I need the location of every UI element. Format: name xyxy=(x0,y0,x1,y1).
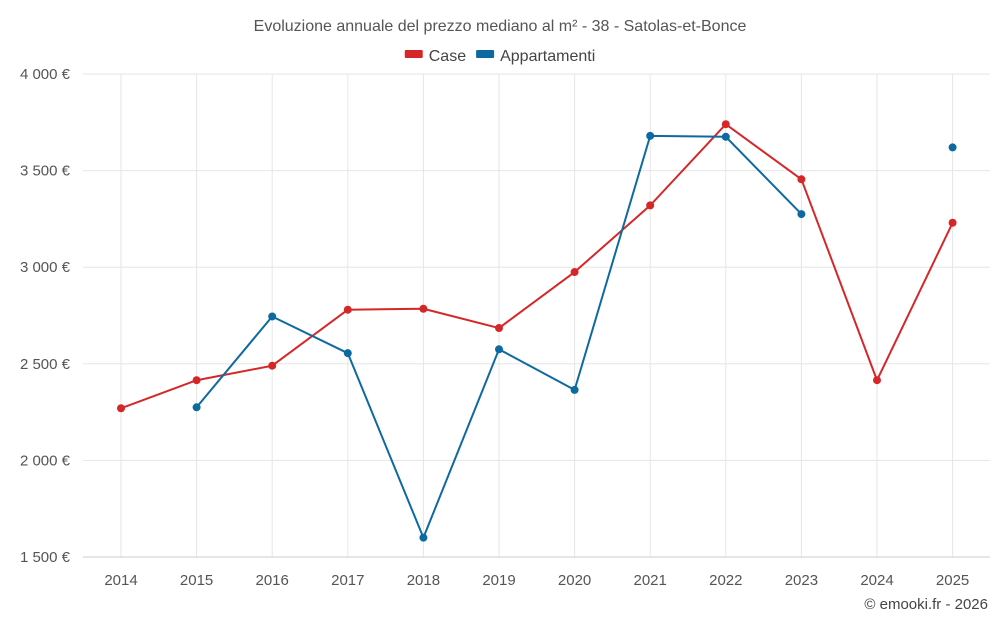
y-tick-label: 3 500 € xyxy=(20,163,71,180)
data-point[interactable] xyxy=(570,385,579,394)
credit-text: © emooki.fr - 2026 xyxy=(864,596,988,613)
x-tick-label: 2024 xyxy=(860,572,893,589)
data-point[interactable] xyxy=(570,268,579,277)
data-point[interactable] xyxy=(117,404,125,413)
data-point[interactable] xyxy=(948,143,957,152)
legend-item-case[interactable]: Case xyxy=(404,48,466,65)
x-tick-label: 2022 xyxy=(709,572,742,589)
data-point[interactable] xyxy=(419,533,428,542)
series-appartamenti xyxy=(192,131,957,542)
legend: Case Appartamenti xyxy=(404,48,595,65)
x-tick-label: 2020 xyxy=(558,572,591,589)
data-point[interactable] xyxy=(873,376,881,385)
data-point[interactable] xyxy=(419,304,428,313)
data-point[interactable] xyxy=(797,175,806,184)
legend-swatch xyxy=(476,50,495,58)
x-tick-label: 2017 xyxy=(331,572,364,589)
x-tick-label: 2023 xyxy=(785,572,818,589)
x-tick-label: 2021 xyxy=(634,572,667,589)
y-tick-label: 2 500 € xyxy=(20,356,71,373)
x-tick-label: 2015 xyxy=(180,572,213,589)
data-point[interactable] xyxy=(948,218,957,227)
x-tick-label: 2019 xyxy=(482,572,515,589)
data-point[interactable] xyxy=(192,403,201,412)
y-tick-label: 1 500 € xyxy=(20,549,71,566)
x-tick-label: 2025 xyxy=(936,572,969,589)
data-point[interactable] xyxy=(797,210,806,219)
y-tick-label: 4 000 € xyxy=(20,66,71,83)
y-tick-label: 3 000 € xyxy=(20,259,71,276)
data-point[interactable] xyxy=(721,120,730,129)
x-tick-label: 2016 xyxy=(256,572,289,589)
chart-title: Evoluzione annuale del prezzo mediano al… xyxy=(254,18,747,35)
data-point[interactable] xyxy=(268,361,277,370)
x-axis: 2014 2015 2016 2017 2018 2019 2020 2021 2022 2023… xyxy=(104,572,969,589)
data-point[interactable] xyxy=(495,345,503,354)
data-point[interactable] xyxy=(192,376,201,385)
x-tick-label: 2018 xyxy=(407,572,440,589)
data-point[interactable] xyxy=(646,201,655,210)
data-point[interactable] xyxy=(495,324,503,333)
x-tick-label: 2014 xyxy=(104,572,137,589)
series-line xyxy=(120,123,954,410)
data-point[interactable] xyxy=(268,312,277,321)
legend-label: Appartamenti xyxy=(500,48,595,65)
legend-label: Case xyxy=(429,48,466,65)
grid xyxy=(83,73,990,558)
legend-item-appartamenti[interactable]: Appartamenti xyxy=(476,48,595,65)
data-point[interactable] xyxy=(646,131,655,140)
legend-swatch xyxy=(404,50,423,58)
data-point[interactable] xyxy=(343,305,352,314)
data-point[interactable] xyxy=(343,349,352,358)
series-group xyxy=(117,120,957,542)
y-axis: 1 500 € 2 000 € 2 500 € 3 000 € 3 500 € 4 000… xyxy=(20,66,71,566)
y-tick-label: 2 000 € xyxy=(20,452,71,469)
data-point[interactable] xyxy=(721,132,730,141)
series-case xyxy=(117,120,957,413)
